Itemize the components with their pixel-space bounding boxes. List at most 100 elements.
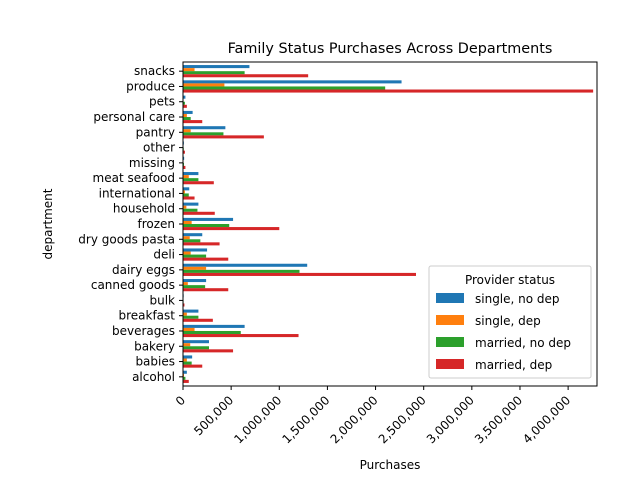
bar (183, 74, 309, 78)
legend-swatch (436, 315, 464, 325)
y-tick-label: babies (135, 355, 175, 369)
bar (183, 95, 186, 99)
bar (183, 172, 199, 176)
bar (183, 80, 402, 84)
bar (183, 208, 198, 212)
y-tick-label: frozen (137, 217, 175, 231)
y-tick-label: beverages (112, 324, 175, 338)
bar (183, 165, 186, 169)
bar (183, 379, 189, 383)
y-tick-label: dry goods pasta (78, 232, 175, 246)
x-tick-label: 4,000,000 (520, 393, 573, 446)
y-tick-label: alcohol (132, 370, 175, 384)
bar (183, 340, 209, 344)
x-tick-label: 1,500,000 (279, 393, 332, 446)
bar (183, 178, 199, 182)
bar (183, 132, 224, 136)
x-tick-label: 3,000,000 (424, 393, 477, 446)
legend-swatch (436, 337, 464, 347)
legend-label: married, no dep (475, 336, 571, 350)
bar (183, 193, 189, 197)
bar (183, 376, 186, 380)
bar (183, 190, 185, 194)
legend-label: married, dep (475, 358, 552, 372)
bar (183, 86, 386, 90)
bar (183, 242, 220, 246)
bar (183, 263, 308, 267)
bar (183, 196, 195, 200)
y-tick-label: canned goods (91, 278, 175, 292)
bar (183, 101, 185, 105)
bar (183, 117, 191, 121)
bar (183, 334, 299, 338)
bar (183, 71, 245, 75)
bar (183, 156, 185, 160)
y-tick-label: snacks (134, 64, 175, 78)
bar (183, 279, 207, 283)
bar (183, 187, 190, 191)
y-tick-label: bakery (134, 339, 175, 353)
legend-label: single, dep (475, 314, 541, 328)
bar (183, 282, 188, 286)
bar (183, 120, 203, 124)
bar (183, 266, 207, 270)
bar (183, 220, 192, 224)
bar (183, 202, 199, 206)
y-tick-label: missing (129, 156, 175, 170)
bar (183, 236, 190, 240)
bar (183, 288, 229, 292)
bar (183, 83, 225, 87)
bar (183, 110, 193, 114)
x-tick-label: 3,500,000 (472, 393, 525, 446)
bar (183, 224, 230, 228)
bar (183, 254, 207, 258)
bar (183, 65, 250, 69)
bar (183, 361, 192, 365)
y-tick-label: other (143, 141, 175, 155)
y-tick-label: pets (149, 95, 175, 109)
y-tick-label: breakfast (118, 309, 175, 323)
bar (183, 113, 187, 118)
bar (183, 89, 594, 93)
bar (183, 315, 199, 319)
bar (183, 150, 185, 154)
bar (183, 330, 241, 335)
legend-frame (428, 265, 592, 379)
y-tick-label: personal care (93, 110, 175, 124)
bar (183, 355, 193, 359)
x-axis-title: Purchases (360, 458, 421, 472)
bar (183, 285, 206, 289)
y-tick-label: produce (126, 79, 175, 93)
bar (183, 68, 195, 72)
legend-label: single, no dep (475, 292, 560, 306)
bar (183, 343, 191, 347)
bar (183, 346, 209, 350)
legend-title: Provider status (465, 273, 555, 287)
chart-title: Family Status Purchases Across Departmen… (228, 41, 553, 57)
bar (183, 251, 191, 255)
y-tick-label: deli (153, 248, 175, 262)
legend-swatch (436, 359, 464, 369)
x-tick-label: 1,000,000 (231, 393, 284, 446)
bar (183, 104, 187, 108)
legend: Provider status single, no dep single, de… (428, 265, 592, 379)
bar (183, 211, 215, 215)
bars-group (183, 65, 594, 383)
bar (183, 239, 201, 243)
bar (183, 175, 189, 179)
bar (183, 358, 187, 362)
bar (183, 248, 208, 252)
y-tick-label: pantry (136, 125, 175, 139)
bar (183, 227, 280, 231)
y-tick-label: meat seafood (93, 171, 175, 185)
bar (183, 135, 264, 139)
x-tick-label: 500,000 (191, 393, 236, 438)
bar (183, 217, 234, 221)
bar (183, 324, 245, 328)
bar (183, 349, 234, 353)
x-tick-label: 2,500,000 (376, 393, 429, 446)
bar (183, 364, 203, 368)
y-tick-label: household (113, 202, 175, 216)
